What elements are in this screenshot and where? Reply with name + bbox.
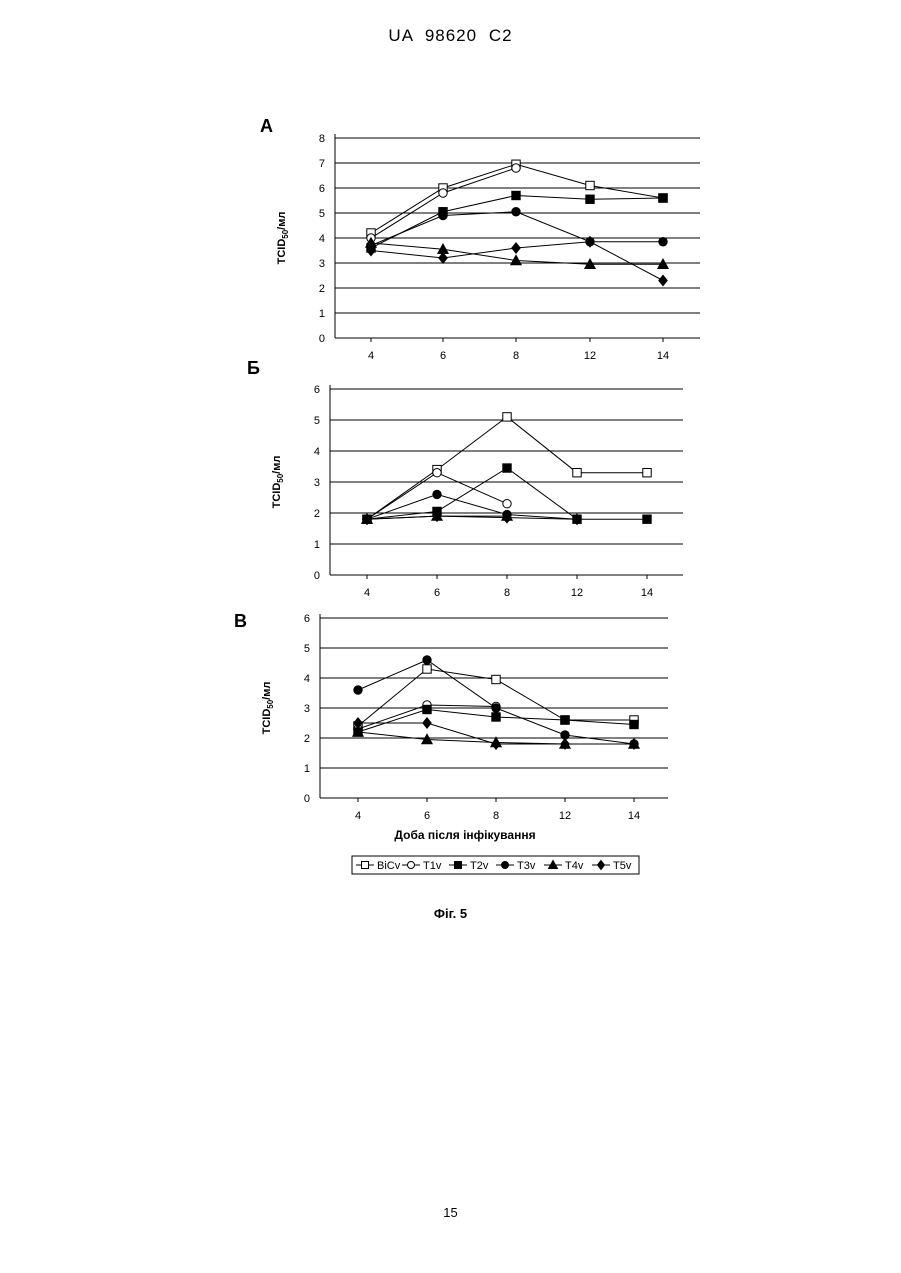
data-point	[423, 656, 431, 664]
x-tick-label: 8	[513, 350, 519, 362]
data-point	[659, 238, 667, 246]
data-point	[492, 713, 500, 721]
legend-label: T1v	[423, 860, 442, 872]
y-tick-label: 7	[319, 158, 325, 170]
legend-swatch-marker	[408, 862, 415, 869]
chart-panel-b: 01234564681214TCID50/мл	[0, 375, 901, 605]
data-point	[354, 686, 362, 694]
y-tick-label: 3	[314, 477, 320, 489]
x-tick-label: 14	[657, 350, 669, 362]
y-tick-label: 2	[314, 508, 320, 520]
y-tick-label: 3	[319, 258, 325, 270]
series-t5v	[354, 718, 638, 749]
series-t1v	[367, 164, 520, 242]
legend-swatch-marker	[502, 862, 509, 869]
data-point	[439, 211, 447, 219]
x-tick-label: 14	[641, 587, 653, 599]
data-point	[503, 413, 511, 421]
y-tick-label: 4	[314, 446, 320, 458]
y-tick-label: 1	[314, 539, 320, 551]
series-line	[367, 516, 577, 519]
y-tick-label: 8	[319, 133, 325, 145]
x-tick-label: 12	[584, 350, 596, 362]
y-tick-label: 5	[314, 415, 320, 427]
y-tick-label: 0	[319, 333, 325, 345]
legend-label: T3v	[517, 860, 536, 872]
data-point	[512, 164, 520, 172]
series-line	[371, 168, 516, 238]
y-tick-label: 5	[304, 643, 310, 655]
y-axis-label: TCID50/мл	[261, 682, 275, 735]
y-tick-label: 6	[304, 613, 310, 625]
data-point	[492, 739, 500, 749]
y-tick-label: 1	[319, 308, 325, 320]
y-tick-label: 2	[304, 733, 310, 745]
y-tick-label: 5	[319, 208, 325, 220]
data-point	[423, 718, 431, 728]
chart-panel-c: 01234564681214TCID50/млДоба після інфіку…	[0, 605, 901, 895]
legend-label: T5v	[613, 860, 632, 872]
y-tick-label: 3	[304, 703, 310, 715]
legend-label: T2v	[470, 860, 489, 872]
x-tick-label: 6	[440, 350, 446, 362]
data-point	[423, 705, 431, 713]
y-tick-label: 2	[319, 283, 325, 295]
data-point	[433, 469, 441, 477]
y-tick-label: 0	[314, 570, 320, 582]
y-axis-label: TCID50/мл	[276, 212, 290, 265]
data-point	[512, 243, 520, 253]
data-point	[439, 189, 447, 197]
data-point	[573, 469, 581, 477]
data-point	[659, 194, 667, 202]
data-point	[643, 515, 651, 523]
data-point	[561, 716, 569, 724]
y-axis-label: TCID50/мл	[271, 456, 285, 509]
data-point	[586, 195, 594, 203]
x-tick-label: 8	[493, 810, 499, 822]
data-point	[492, 675, 500, 683]
legend-label: BiCv	[377, 860, 401, 872]
x-tick-label: 12	[559, 810, 571, 822]
data-point	[439, 253, 447, 263]
document-header: UA 98620 C2	[0, 26, 901, 46]
data-point	[512, 208, 520, 216]
data-point	[586, 181, 594, 189]
x-tick-label: 4	[355, 810, 361, 822]
data-point	[503, 464, 511, 472]
legend-swatch-marker	[455, 862, 462, 869]
series-t2v	[367, 191, 667, 252]
x-tick-label: 8	[504, 587, 510, 599]
x-tick-label: 12	[571, 587, 583, 599]
data-point	[423, 665, 431, 673]
x-tick-label: 6	[424, 810, 430, 822]
figure-caption: Фіг. 5	[0, 906, 901, 921]
data-point	[492, 704, 500, 712]
data-point	[433, 490, 441, 498]
series-line	[371, 196, 663, 249]
y-tick-label: 4	[319, 233, 325, 245]
x-tick-label: 4	[364, 587, 370, 599]
chart-panel-a: 0123456784681214TCID50/мл	[0, 125, 901, 365]
data-point	[630, 720, 638, 728]
x-tick-label: 14	[628, 810, 640, 822]
y-tick-label: 1	[304, 763, 310, 775]
y-tick-label: 4	[304, 673, 310, 685]
y-tick-label: 0	[304, 793, 310, 805]
x-tick-label: 6	[434, 587, 440, 599]
x-axis-label: Доба після інфікування	[394, 828, 535, 842]
series-t4v	[366, 238, 668, 269]
legend-swatch-marker	[362, 862, 369, 869]
page-number: 15	[0, 1205, 901, 1220]
data-point	[503, 500, 511, 508]
data-point	[659, 275, 667, 285]
x-tick-label: 4	[368, 350, 374, 362]
y-tick-label: 6	[314, 384, 320, 396]
data-point	[512, 191, 520, 199]
data-point	[643, 469, 651, 477]
legend-label: T4v	[565, 860, 584, 872]
legend: BiCv T1v T2v T3v T4v T5v	[352, 856, 639, 874]
series-line	[371, 212, 663, 246]
y-tick-label: 6	[319, 183, 325, 195]
